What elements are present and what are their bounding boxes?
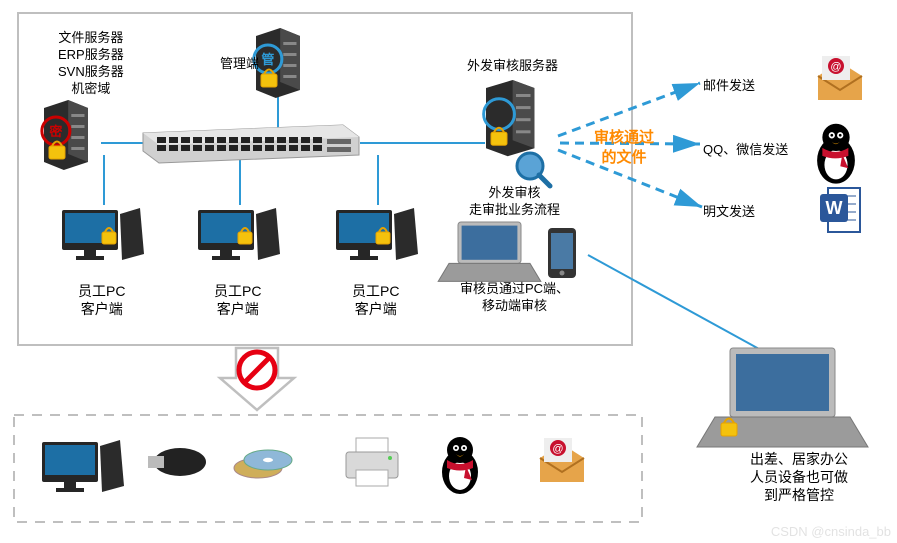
label-send_plain: 明文发送 bbox=[703, 204, 755, 221]
label-approved: 审核通过 的文件 bbox=[594, 128, 654, 167]
label-audit_server: 外发审核服务器 bbox=[467, 58, 558, 75]
label-send_qq: QQ、微信发送 bbox=[703, 142, 788, 159]
svg-text:W: W bbox=[826, 198, 843, 218]
label-client1: 员工PC 客户端 bbox=[78, 282, 125, 318]
label-client2: 员工PC 客户端 bbox=[214, 282, 261, 318]
svg-text:@: @ bbox=[830, 61, 841, 73]
svg-text:密: 密 bbox=[48, 124, 62, 139]
label-client3: 员工PC 客户端 bbox=[352, 282, 399, 318]
label-servers_left: 文件服务器 ERP服务器 SVN服务器 机密域 bbox=[58, 30, 124, 98]
label-reviewer: 审核员通过PC端、 移动端审核 bbox=[460, 281, 569, 315]
label-send_mail: 邮件发送 bbox=[703, 78, 755, 95]
label-remote: 出差、居家办公 人员设备也可做 到严格管控 bbox=[750, 450, 848, 505]
svg-text:@: @ bbox=[552, 443, 563, 455]
label-audit_flow: 外发审核 走审批业务流程 bbox=[469, 185, 560, 219]
watermark: CSDN @cnsinda_bb bbox=[771, 524, 891, 539]
svg-text:管: 管 bbox=[261, 52, 274, 67]
label-mgmt: 管理端 bbox=[220, 56, 259, 73]
